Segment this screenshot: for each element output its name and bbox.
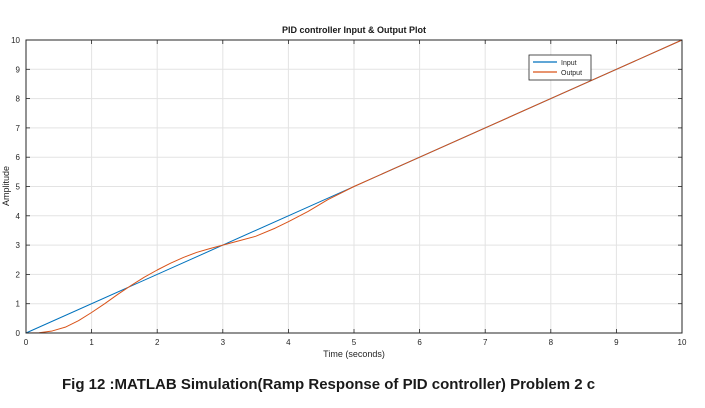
figure-caption: Fig 12 :MATLAB Simulation(Ramp Response … xyxy=(62,376,596,393)
y-tick-label: 5 xyxy=(16,183,21,192)
x-tick-label: 8 xyxy=(549,338,554,347)
legend-label-output: Output xyxy=(561,70,582,77)
x-tick-label: 3 xyxy=(221,338,226,347)
y-tick-label: 2 xyxy=(16,270,21,279)
x-tick-label: 7 xyxy=(483,338,488,347)
x-tick-label: 9 xyxy=(614,338,619,347)
x-axis-label: Time (seconds) xyxy=(323,349,385,359)
x-tick-label: 10 xyxy=(678,338,687,347)
x-tick-labels: 0 1 2 3 4 5 6 7 8 9 10 xyxy=(24,40,687,347)
chart-title: PID controller Input & Output Plot xyxy=(282,25,426,35)
y-tick-label: 7 xyxy=(16,124,21,133)
y-tick-label: 8 xyxy=(16,95,21,104)
legend-box xyxy=(528,54,592,81)
y-tick-label: 4 xyxy=(16,212,21,221)
legend: Input Output xyxy=(528,54,592,81)
x-tick-label: 0 xyxy=(24,338,29,347)
chart-figure: 0 1 2 3 4 5 6 7 8 9 10 0 1 2 3 4 5 6 7 8 9 10 PID controller… xyxy=(1,25,687,359)
y-tick-label: 10 xyxy=(11,36,20,45)
y-axis-label: Amplitude xyxy=(1,166,11,206)
legend-label-input: Input xyxy=(561,60,577,67)
x-tick-label: 2 xyxy=(155,338,160,347)
y-tick-label: 6 xyxy=(16,153,21,162)
x-tick-label: 5 xyxy=(352,338,357,347)
y-tick-label: 9 xyxy=(16,65,21,74)
series-line-output xyxy=(25,39,683,334)
y-tick-labels: 0 1 2 3 4 5 6 7 8 9 10 xyxy=(11,36,682,338)
y-tick-label: 1 xyxy=(16,300,21,309)
series-lines xyxy=(25,39,683,334)
y-tick-label: 3 xyxy=(16,241,21,250)
x-tick-label: 6 xyxy=(417,338,422,347)
x-tick-label: 4 xyxy=(286,338,291,347)
x-tick-label: 1 xyxy=(89,338,94,347)
y-tick-label: 0 xyxy=(16,329,21,338)
